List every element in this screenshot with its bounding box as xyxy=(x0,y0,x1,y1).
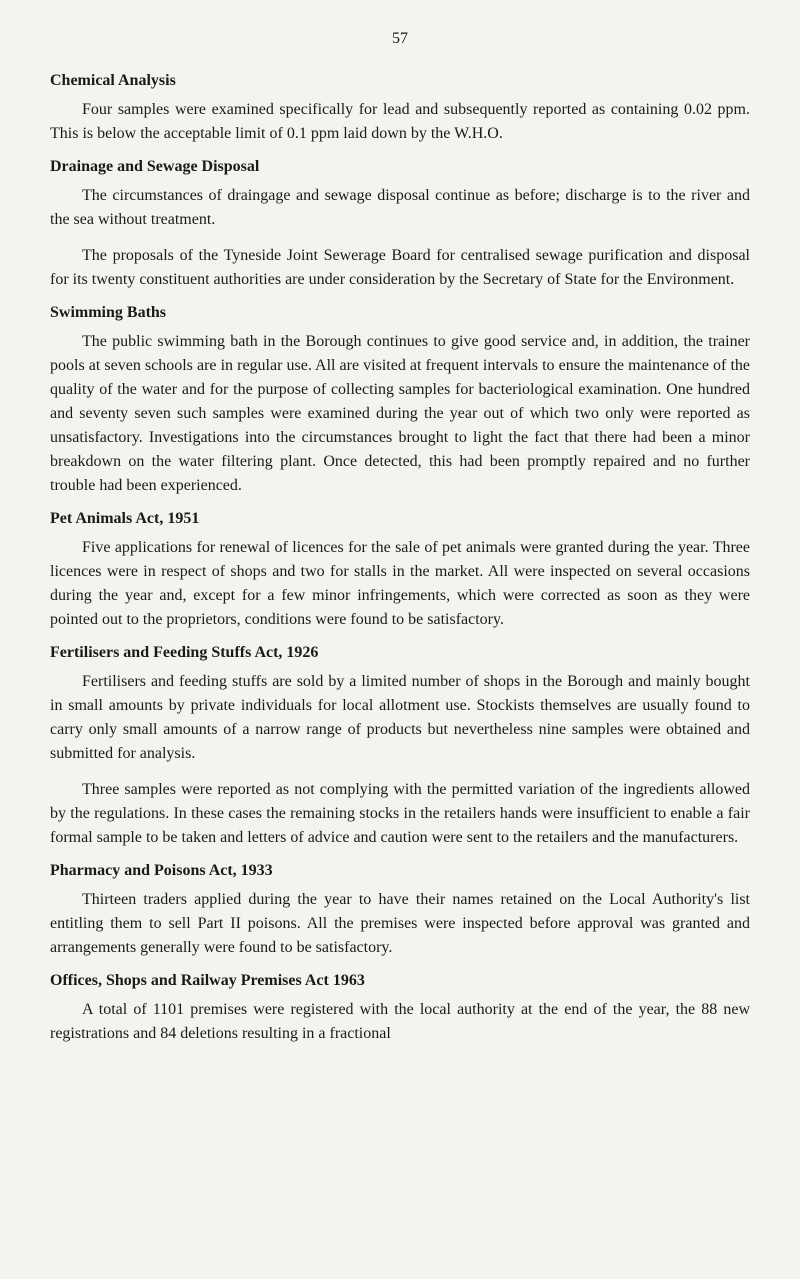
paragraph-text: Fertilisers and feeding stuffs are sold … xyxy=(50,670,750,766)
page-number: 57 xyxy=(50,30,750,48)
paragraph-text: Thirteen traders applied during the year… xyxy=(50,888,750,960)
paragraph-text: Three samples were reported as not compl… xyxy=(50,778,750,850)
paragraph-text: Five applications for renewal of licence… xyxy=(50,536,750,632)
paragraph-text: Four samples were examined specifically … xyxy=(50,98,750,146)
heading-offices: Offices, Shops and Railway Premises Act … xyxy=(50,972,750,990)
paragraph-text: The public swimming bath in the Borough … xyxy=(50,330,750,498)
document-page: 57 Chemical Analysis Four samples were e… xyxy=(0,0,800,1098)
heading-drainage: Drainage and Sewage Disposal xyxy=(50,158,750,176)
paragraph-text: A total of 1101 premises were registered… xyxy=(50,998,750,1046)
heading-pet-animals: Pet Animals Act, 1951 xyxy=(50,510,750,528)
heading-fertilisers: Fertilisers and Feeding Stuffs Act, 1926 xyxy=(50,644,750,662)
heading-chemical-analysis: Chemical Analysis xyxy=(50,72,750,90)
paragraph-text: The proposals of the Tyneside Joint Sewe… xyxy=(50,244,750,292)
heading-pharmacy: Pharmacy and Poisons Act, 1933 xyxy=(50,862,750,880)
paragraph-text: The circumstances of draingage and sewag… xyxy=(50,184,750,232)
heading-swimming: Swimming Baths xyxy=(50,304,750,322)
